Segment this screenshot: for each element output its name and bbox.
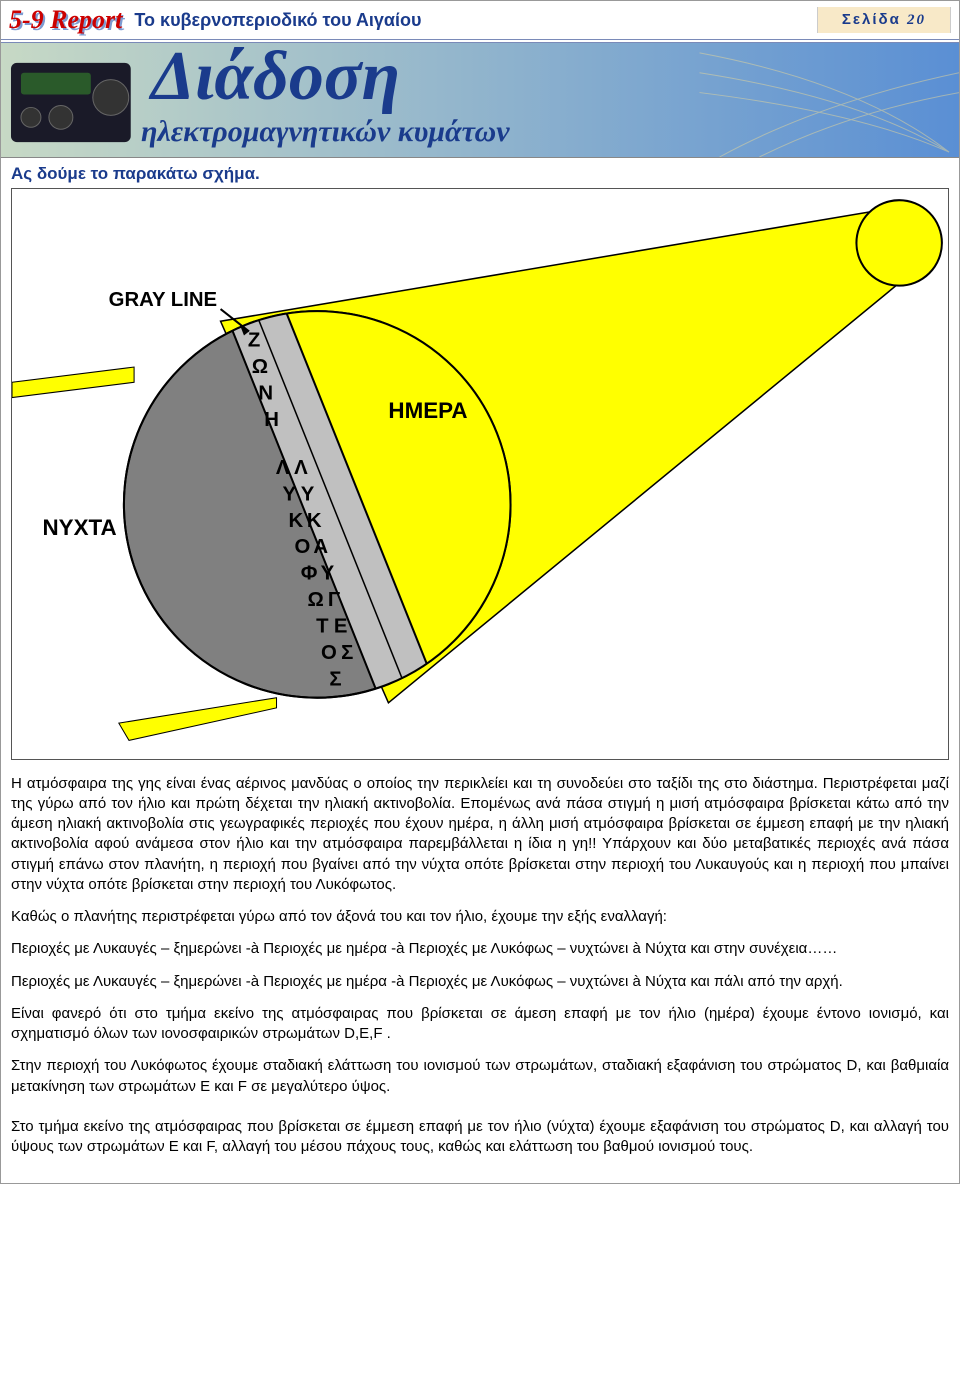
header-top: 5-9 Report Το κυβερνοπεριοδικό του Αιγαί… xyxy=(1,1,959,43)
svg-text:Υ: Υ xyxy=(282,483,296,505)
svg-text:Γ: Γ xyxy=(328,589,340,611)
svg-text:Κ: Κ xyxy=(307,510,322,532)
paragraph: Στην περιοχή του Λυκόφωτος έχουμε σταδια… xyxy=(11,1056,949,1097)
intro-text: Ας δούμε το παρακάτω σχήμα. xyxy=(1,158,959,188)
svg-text:Ω: Ω xyxy=(308,589,324,611)
svg-text:Λ: Λ xyxy=(294,457,308,479)
banner-subtitle: ηλεκτρομαγνητικών κυμάτων xyxy=(141,115,510,149)
banner: Διάδοση ηλεκτρομαγνητικών κυμάτων xyxy=(1,43,959,158)
svg-text:Ο: Ο xyxy=(295,536,311,558)
svg-text:Η: Η xyxy=(264,409,279,431)
svg-text:Ζ: Ζ xyxy=(248,330,260,352)
paragraph: Είναι φανερό ότι στο τμήμα εκείνο της ατ… xyxy=(11,1004,949,1045)
banner-title: Διάδοση xyxy=(151,43,400,117)
paragraph: Στο τμήμα εκείνο της ατμόσφαιρας που βρί… xyxy=(11,1117,949,1158)
page-number: 20 xyxy=(907,12,926,28)
body-text: Η ατμόσφαιρα της γης είναι ένας αέρινος … xyxy=(1,774,959,1184)
svg-text:Σ: Σ xyxy=(341,642,353,664)
page-container: 5-9 Report Το κυβερνοπεριοδικό του Αιγαί… xyxy=(0,0,960,1184)
svg-text:Α: Α xyxy=(313,536,328,558)
paragraph: Περιοχές με Λυκαυγές – ξημερώνει -à Περι… xyxy=(11,972,949,992)
svg-text:Φ: Φ xyxy=(301,563,318,585)
paragraph: Καθώς ο πλανήτης περιστρέφεται γύρω από … xyxy=(11,907,949,927)
svg-text:Κ: Κ xyxy=(289,510,304,532)
svg-text:Υ: Υ xyxy=(321,563,335,585)
page-indicator: Σελίδα 20 xyxy=(817,7,951,33)
svg-text:GRAY LINE: GRAY LINE xyxy=(109,289,217,311)
svg-text:ΗΜΕΡΑ: ΗΜΕΡΑ xyxy=(388,398,467,423)
paragraph: Η ατμόσφαιρα της γης είναι ένας αέρινος … xyxy=(11,774,949,896)
magazine-subtitle: Το κυβερνοπεριοδικό του Αιγαίου xyxy=(134,10,816,31)
svg-text:ΝΥΧΤΑ: ΝΥΧΤΑ xyxy=(43,515,117,540)
brand-title: 5-9 Report xyxy=(9,5,122,35)
paragraph: Περιοχές με Λυκαυγές – ξημερώνει -à Περι… xyxy=(11,939,949,959)
grayline-diagram: GRAY LINEΝΥΧΤΑΗΜΕΡΑΖΩΝΗΛΛΥΥΚΚΟΑΦΥΩΓΤΕΟΣΣ xyxy=(11,188,949,760)
svg-text:Ω: Ω xyxy=(252,356,268,378)
svg-text:Υ: Υ xyxy=(301,483,315,505)
svg-text:Ν: Ν xyxy=(258,383,273,405)
svg-text:Λ: Λ xyxy=(276,457,290,479)
svg-text:Τ: Τ xyxy=(316,616,329,638)
page-label: Σελίδα xyxy=(842,11,901,28)
svg-text:Ε: Ε xyxy=(334,616,348,638)
svg-text:Ο: Ο xyxy=(321,642,337,664)
svg-text:Σ: Σ xyxy=(329,668,341,690)
